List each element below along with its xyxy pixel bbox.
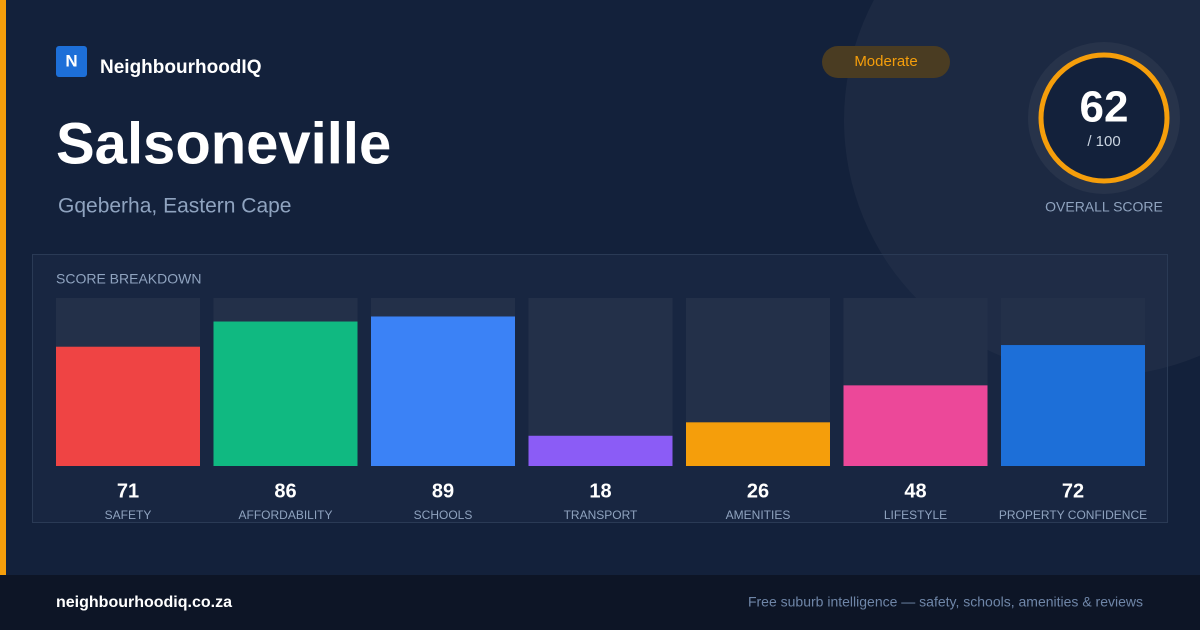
suburb-title: Salsoneville xyxy=(56,111,391,176)
bar xyxy=(213,321,358,466)
bar xyxy=(686,422,830,466)
value-label: 18 xyxy=(589,480,611,502)
bar xyxy=(371,316,515,466)
value-label: 26 xyxy=(747,480,769,502)
category-label: SAFETY xyxy=(105,508,152,522)
logo-letter: N xyxy=(65,51,77,70)
brand-name: NeighbourhoodIQ xyxy=(100,57,261,78)
value-label: 86 xyxy=(274,480,296,502)
category-label: SCHOOLS xyxy=(414,508,473,522)
bar xyxy=(1001,345,1145,466)
category-label: AFFORDABILITY xyxy=(238,508,332,522)
bar xyxy=(843,385,988,466)
location: Gqeberha, Eastern Cape xyxy=(58,195,291,218)
logo-box xyxy=(56,46,87,77)
category-label: TRANSPORT xyxy=(564,508,638,522)
bar xyxy=(56,346,200,466)
badge-bg xyxy=(822,46,950,78)
footer-url: neighbourhoodiq.co.za xyxy=(56,594,232,611)
chart-title: SCORE BREAKDOWN xyxy=(56,271,201,287)
overall-score: 62 xyxy=(1080,83,1129,132)
footer xyxy=(0,575,1200,630)
value-label: 72 xyxy=(1062,480,1084,502)
gauge-ring xyxy=(1038,52,1170,184)
badge-text: Moderate xyxy=(854,53,917,70)
accent-stripe xyxy=(0,0,6,575)
footer-tagline: Free suburb intelligence — safety, schoo… xyxy=(748,594,1143,610)
category-label: AMENITIES xyxy=(726,508,791,522)
overall-max: / 100 xyxy=(1087,133,1120,150)
category-label: PROPERTY CONFIDENCE xyxy=(999,508,1147,522)
category-label: LIFESTYLE xyxy=(884,508,947,522)
overall-label: OVERALL SCORE xyxy=(1045,199,1163,215)
value-label: 89 xyxy=(432,480,454,502)
value-label: 71 xyxy=(117,480,139,502)
value-label: 48 xyxy=(904,480,926,502)
bar xyxy=(528,435,673,466)
